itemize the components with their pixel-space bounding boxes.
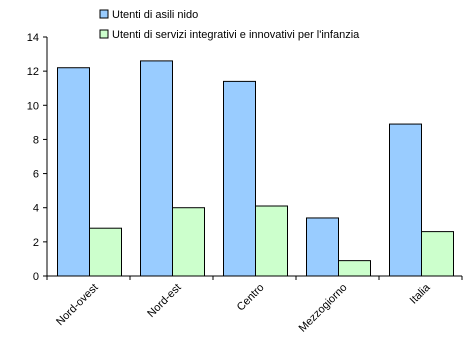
bar-servizi-integrativi [338, 260, 371, 277]
bar-servizi-integrativi [255, 205, 288, 277]
legend: Utenti di asili nido Utenti di servizi i… [99, 9, 360, 41]
y-tick-label: 14 [27, 32, 39, 44]
x-tick-label: Nord-ovest [54, 282, 101, 329]
bar-asili-nido [306, 217, 339, 277]
legend-label-series-1: Utenti di asili nido [112, 9, 198, 21]
legend-swatch-series-2 [99, 29, 109, 39]
legend-swatch-series-1 [99, 9, 109, 19]
bar-asili-nido [389, 123, 422, 277]
y-tick-label: 2 [33, 237, 39, 249]
y-tick-label: 4 [33, 203, 39, 215]
y-tick-label: 10 [27, 100, 39, 112]
y-tick-label: 6 [33, 169, 39, 181]
bar-servizi-integrativi [172, 207, 205, 277]
bar-servizi-integrativi [89, 227, 122, 277]
x-tick-label: Italia [408, 281, 434, 307]
x-tick-label: Centro [235, 282, 267, 314]
y-tick-label: 8 [33, 134, 39, 146]
legend-label-series-2: Utenti di servizi integrativi e innovati… [112, 29, 360, 41]
bar-asili-nido [223, 80, 256, 277]
x-tick-label: Nord-est [145, 282, 183, 320]
x-tick-label: Mezzogiorno [297, 282, 350, 335]
bar-servizi-integrativi [421, 231, 454, 277]
bar-asili-nido [140, 60, 173, 277]
y-tick-label: 0 [33, 271, 39, 283]
y-tick-label: 12 [27, 66, 39, 78]
bar-asili-nido [57, 67, 90, 277]
plot-area: 0 2 4 6 8 10 12 14 Nord-ovest Nord-est Centro Mezzo… [27, 32, 463, 335]
